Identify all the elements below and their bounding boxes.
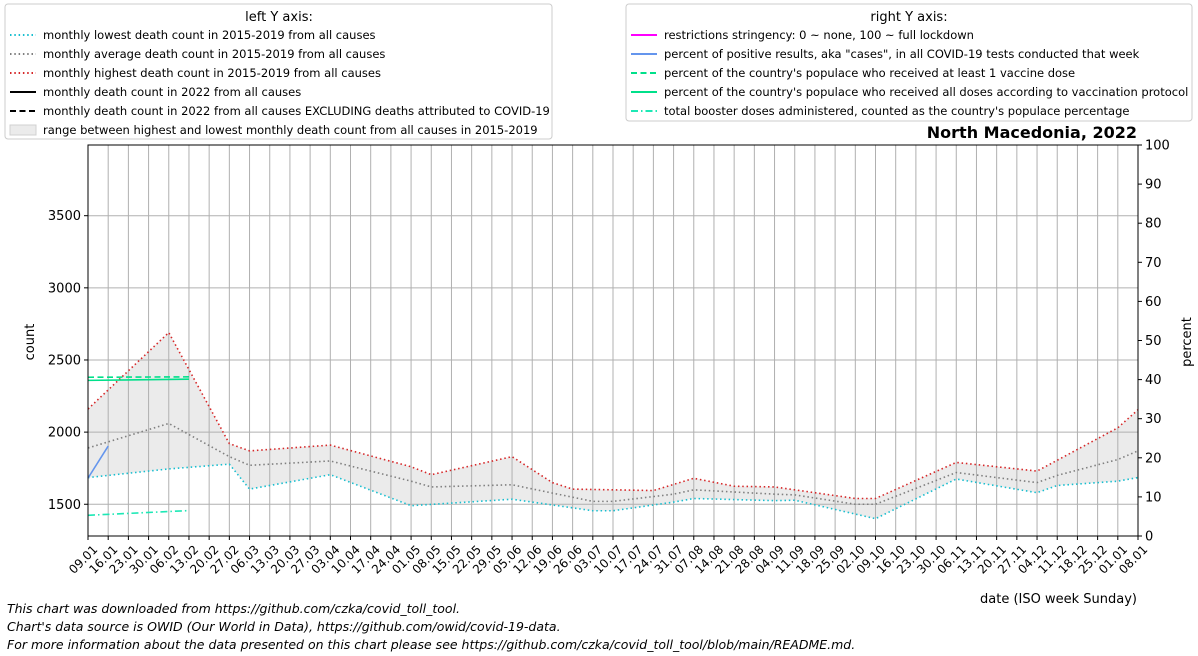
right-y-tick-label: 10: [1145, 490, 1162, 505]
left-y-tick-label: 3500: [48, 209, 81, 224]
legend-right-box: [625, 3, 1193, 122]
right-y-tick-label: 90: [1145, 178, 1162, 193]
footer-line-2: Chart's data source is OWID (Our World i…: [7, 619, 561, 634]
legend-right-entry-0: restrictions stringency: 0 ~ none, 100 ~…: [664, 28, 974, 42]
footer-line-3: For more information about the data pres…: [7, 637, 855, 652]
grid-layer: [87, 145, 1139, 536]
right-y-tick-label: 30: [1145, 412, 1162, 427]
legend-right-entry-2: percent of the country's populace who re…: [664, 66, 1075, 80]
right-y-axis-label: percent: [1180, 317, 1195, 367]
legend-left: left Y axis: monthly lowest death count …: [4, 3, 553, 140]
right-y-tick-label: 100: [1145, 139, 1170, 154]
legend-left-entry-2: monthly highest death count in 2015-2019…: [43, 66, 381, 80]
legend-left-entry-0: monthly lowest death count in 2015-2019 …: [43, 28, 376, 42]
right-y-tick-label: 0: [1145, 530, 1153, 545]
right-y-tick-label: 50: [1145, 334, 1162, 349]
legend-left-entry-4: monthly death count in 2022 from all cau…: [43, 104, 550, 118]
left-y-tick-label: 3000: [48, 281, 81, 296]
right-y-tick-label: 80: [1145, 217, 1162, 232]
series-line-0: [87, 463, 1139, 520]
left-y-tick-label: 1500: [48, 498, 81, 513]
legend-left-title: left Y axis:: [245, 10, 313, 25]
series-layer: [87, 331, 1139, 520]
right-y-tick-label: 40: [1145, 373, 1162, 388]
chart-title: North Macedonia, 2022: [927, 123, 1137, 142]
series-line-3: [87, 445, 109, 479]
right-y-tick-label: 20: [1145, 451, 1162, 466]
series-line-5: [87, 378, 189, 382]
left-y-tick-label: 2500: [48, 353, 81, 368]
legend-right: right Y axis: restrictions stringency: 0…: [625, 3, 1193, 122]
right-y-tick-label: 60: [1145, 295, 1162, 310]
legend-right-entry-1: percent of positive results, aka "cases"…: [664, 47, 1140, 61]
left-y-tick-label: 2000: [48, 426, 81, 441]
legend-right-title: right Y axis:: [870, 10, 947, 25]
legend-left-swatch-5: [9, 124, 37, 136]
legend-right-entry-3: percent of the country's populace who re…: [664, 85, 1188, 99]
series-line-2: [87, 331, 1139, 500]
legend-left-entry-5: range between highest and lowest monthly…: [43, 123, 538, 137]
left-y-axis-label: count: [23, 324, 38, 361]
legend-left-entry-1: monthly average death count in 2015-2019…: [43, 47, 385, 61]
footer-line-1: This chart was downloaded from https://g…: [7, 601, 460, 616]
legend-right-entry-4: total booster doses administered, counte…: [664, 104, 1129, 118]
right-y-tick-label: 70: [1145, 256, 1162, 271]
legend-left-box: [4, 3, 553, 140]
axis-layer: 09.0116.0123.0130.0106.0213.0220.0227.02…: [48, 139, 1170, 577]
x-axis-label: date (ISO week Sunday): [980, 592, 1137, 607]
series-line-6: [87, 509, 189, 517]
legend-left-entry-3: monthly death count in 2022 from all cau…: [43, 85, 301, 99]
series-line-1: [87, 422, 1139, 506]
